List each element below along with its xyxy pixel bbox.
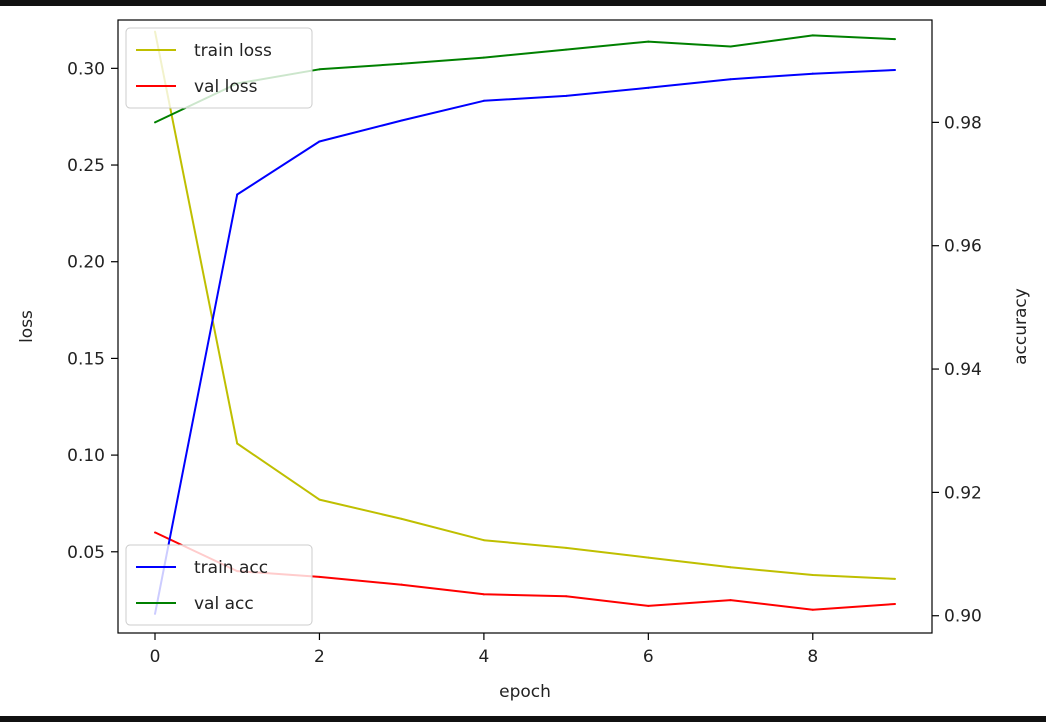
train-loss-point <box>236 442 239 445</box>
train-acc-point <box>236 193 239 196</box>
train-loss-point <box>482 539 485 542</box>
right-y-tick-label: 0.92 <box>944 483 982 503</box>
right-y-tick-label: 0.98 <box>944 113 982 133</box>
right-y-tick-label: 0.90 <box>944 607 982 627</box>
val-acc-point <box>482 56 485 59</box>
val-acc-point <box>729 45 732 48</box>
val-loss-point <box>482 593 485 596</box>
x-tick-label: 8 <box>807 647 818 667</box>
train-loss-point <box>318 498 321 501</box>
right-y-axis-title: accuracy <box>1011 288 1031 365</box>
train-loss-point <box>894 577 896 580</box>
train-acc-legend-label: train acc <box>194 558 268 578</box>
train-acc-point <box>565 94 568 97</box>
left-y-axis-title: loss <box>17 310 37 343</box>
train-loss-line <box>154 31 896 580</box>
val-loss-point <box>647 604 650 607</box>
left-y-tick-label: 0.10 <box>67 446 105 466</box>
train-acc-line <box>154 69 896 615</box>
right-y-tick-label: 0.94 <box>944 360 982 380</box>
val-acc-point <box>400 62 403 65</box>
val-loss-point <box>154 531 156 534</box>
x-axis-title: epoch <box>499 682 551 702</box>
legend-box <box>125 27 313 109</box>
left-y-tick-label: 0.25 <box>67 156 105 176</box>
legend-box <box>125 544 313 626</box>
x-tick-label: 4 <box>478 647 489 667</box>
train-loss-point <box>729 566 732 569</box>
axes-layer: 0 2 4 6 8 0.05 0.10 0.15 0.20 0.25 0.30 0.90 0.92 0.9… <box>17 19 1031 702</box>
val-loss-point <box>729 599 732 602</box>
val-acc-point <box>154 121 156 124</box>
val-acc-point <box>647 40 650 43</box>
legend-layer: train loss val loss train acc val acc <box>125 27 313 626</box>
plot-frame <box>117 19 933 634</box>
val-loss-point <box>400 583 403 586</box>
train-loss-point <box>400 517 403 520</box>
val-loss-point <box>811 608 814 611</box>
legend-lower-left: train acc val acc <box>125 544 313 626</box>
train-acc-point <box>482 99 485 102</box>
train-acc-point <box>318 140 321 143</box>
left-y-tick-label: 0.20 <box>67 253 105 273</box>
x-tick-label: 0 <box>150 647 161 667</box>
figure-frame: 0 2 4 6 8 0.05 0.10 0.15 0.20 0.25 0.30 0.90 0.92 0.9… <box>0 6 1046 716</box>
val-loss-legend-label: val loss <box>194 77 258 97</box>
train-acc-point <box>647 86 650 89</box>
x-tick-label: 6 <box>643 647 654 667</box>
train-loss-point <box>811 573 814 576</box>
val-acc-legend-label: val acc <box>194 594 254 614</box>
loss-accuracy-chart: 0 2 4 6 8 0.05 0.10 0.15 0.20 0.25 0.30 0.90 0.92 0.9… <box>17 19 1031 702</box>
series-layer <box>154 30 896 615</box>
train-loss-point <box>647 556 650 559</box>
train-acc-point <box>894 68 896 71</box>
left-y-tick-label: 0.15 <box>67 349 105 369</box>
train-acc-point <box>811 72 814 75</box>
legend-upper-left: train loss val loss <box>125 27 313 109</box>
val-acc-point <box>811 34 814 37</box>
val-acc-point <box>318 68 321 71</box>
val-acc-point <box>565 48 568 51</box>
x-tick-label: 2 <box>314 647 325 667</box>
train-acc-point <box>729 78 732 81</box>
train-loss-point <box>565 546 568 549</box>
left-y-tick-label: 0.30 <box>67 59 105 79</box>
val-loss-point <box>894 602 896 605</box>
val-loss-point <box>318 575 321 578</box>
right-y-tick-label: 0.96 <box>944 237 982 257</box>
train-acc-point <box>400 119 403 122</box>
val-acc-point <box>894 38 896 41</box>
val-loss-point <box>565 595 568 598</box>
left-y-tick-label: 0.05 <box>67 543 105 563</box>
train-loss-legend-label: train loss <box>194 41 272 61</box>
